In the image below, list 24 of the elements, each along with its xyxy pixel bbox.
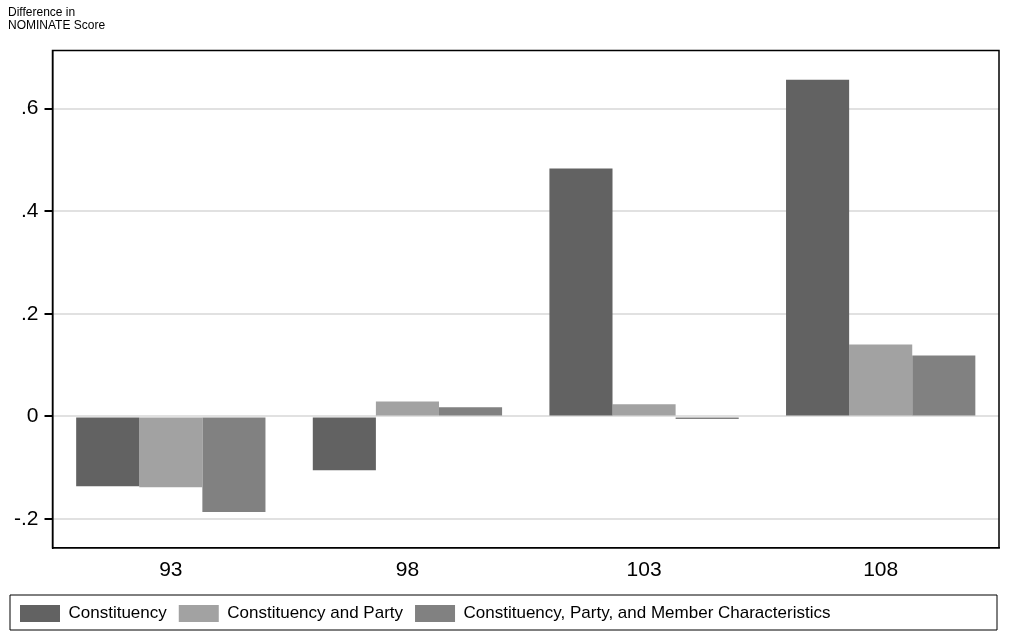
y-tick-label: .2 (20, 300, 39, 324)
bar (76, 417, 140, 487)
bar (312, 417, 376, 471)
bar (438, 407, 503, 416)
bar (786, 79, 850, 416)
legend-label: Constituency and Party (227, 603, 404, 623)
x-tick-label: 93 (159, 557, 183, 581)
y-tick-label: -.2 (13, 505, 39, 529)
bar (849, 344, 913, 416)
bar (549, 168, 613, 416)
bar (375, 401, 439, 416)
legend-label: Constituency, Party, and Member Characteristics (463, 603, 831, 623)
x-tick-label: 103 (626, 557, 662, 581)
x-tick-label: 98 (395, 557, 420, 581)
legend-label: Constituency (68, 603, 168, 623)
y-axis-title: Difference in NOMINATE Score (8, 5, 107, 32)
bar (612, 404, 676, 416)
y-tick-label: 0 (26, 403, 39, 427)
y-tick-label: .6 (20, 95, 39, 119)
bar (912, 355, 976, 416)
x-tick-label: 108 (863, 557, 899, 581)
y-tick-label: .4 (20, 198, 39, 221)
bar (202, 417, 266, 512)
bar (139, 417, 203, 488)
